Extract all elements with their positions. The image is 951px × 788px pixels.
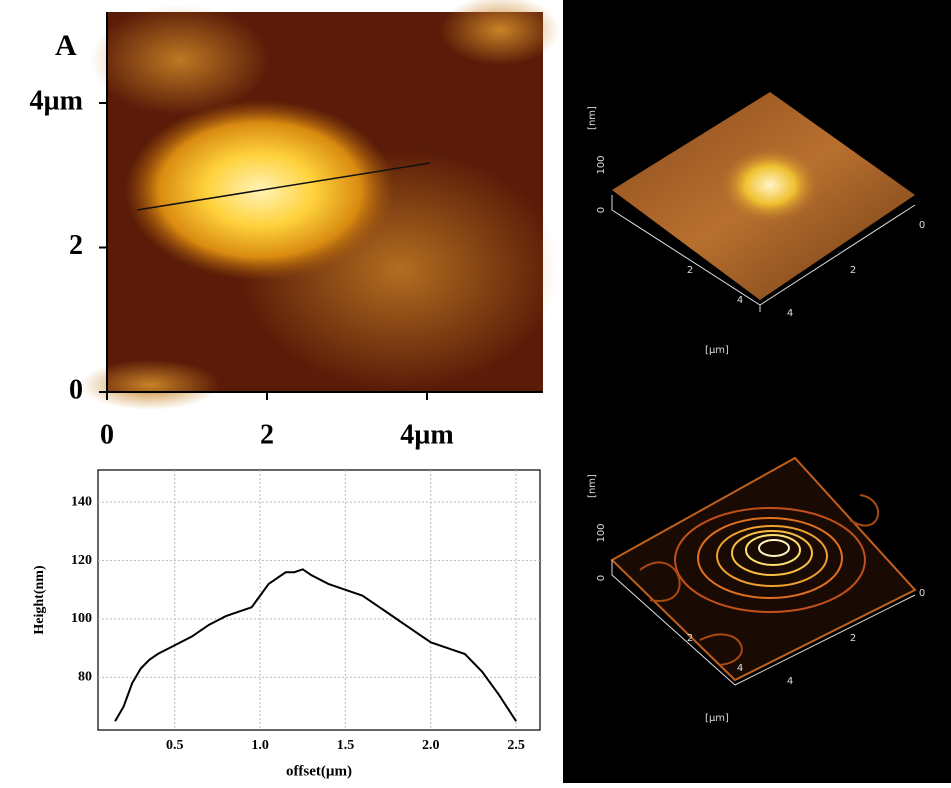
y-tick-label: 4 — [787, 308, 793, 319]
y-tick-label: 0 — [919, 220, 925, 231]
xy-axis-unit: [µm] — [705, 713, 729, 724]
contour-3d — [610, 456, 917, 686]
z-tick-label: 100 — [596, 155, 607, 174]
y-tick-label: 0 — [69, 374, 83, 405]
z-tick-label: 0 — [596, 207, 607, 213]
x-tick-label: 2.0 — [422, 738, 440, 753]
y-tick-label: 120 — [71, 553, 92, 568]
x-tick-label: 2 — [687, 633, 693, 644]
x-axis-label: offset(µm) — [286, 763, 352, 779]
xy-axis-unit: [µm] — [705, 345, 729, 356]
x-tick-label: 0 — [100, 419, 114, 450]
y-tick-label: 2 — [850, 265, 856, 276]
z-axis-unit: [nm] — [587, 474, 598, 498]
x-tick-label: 1.0 — [251, 738, 269, 753]
y-tick-label: 4 — [787, 676, 793, 687]
afm-image — [80, 0, 560, 410]
x-tick-label: 4 — [737, 295, 743, 306]
y-tick-label: 2 — [69, 230, 83, 261]
x-tick-label: 2.5 — [507, 738, 525, 753]
y-tick-label: 100 — [71, 611, 92, 626]
z-axis-unit: [nm] — [587, 106, 598, 130]
y-tick-label: 2 — [850, 633, 856, 644]
y-tick-label: 0 — [919, 588, 925, 599]
plot-frame — [97, 469, 541, 731]
y-tick-label: 140 — [71, 494, 92, 509]
x-tick-label: 2 — [260, 419, 274, 450]
z-tick-label: 0 — [596, 575, 607, 581]
y-tick-label: 80 — [78, 670, 92, 685]
x-tick-label: 4µm — [400, 419, 453, 450]
x-tick-label: 4 — [737, 663, 743, 674]
x-tick-label: 1.5 — [337, 738, 355, 753]
panel-label: A — [55, 29, 77, 62]
line-series — [114, 568, 517, 722]
surface-3d — [611, 92, 916, 312]
image-axes — [106, 12, 543, 393]
x-tick-label: 2 — [687, 265, 693, 276]
z-tick-label: 100 — [596, 523, 607, 542]
y-axis-label: Height(nm) — [32, 565, 47, 635]
y-tick-label: 4µm — [30, 85, 83, 116]
x-tick-label: 0.5 — [166, 738, 184, 753]
